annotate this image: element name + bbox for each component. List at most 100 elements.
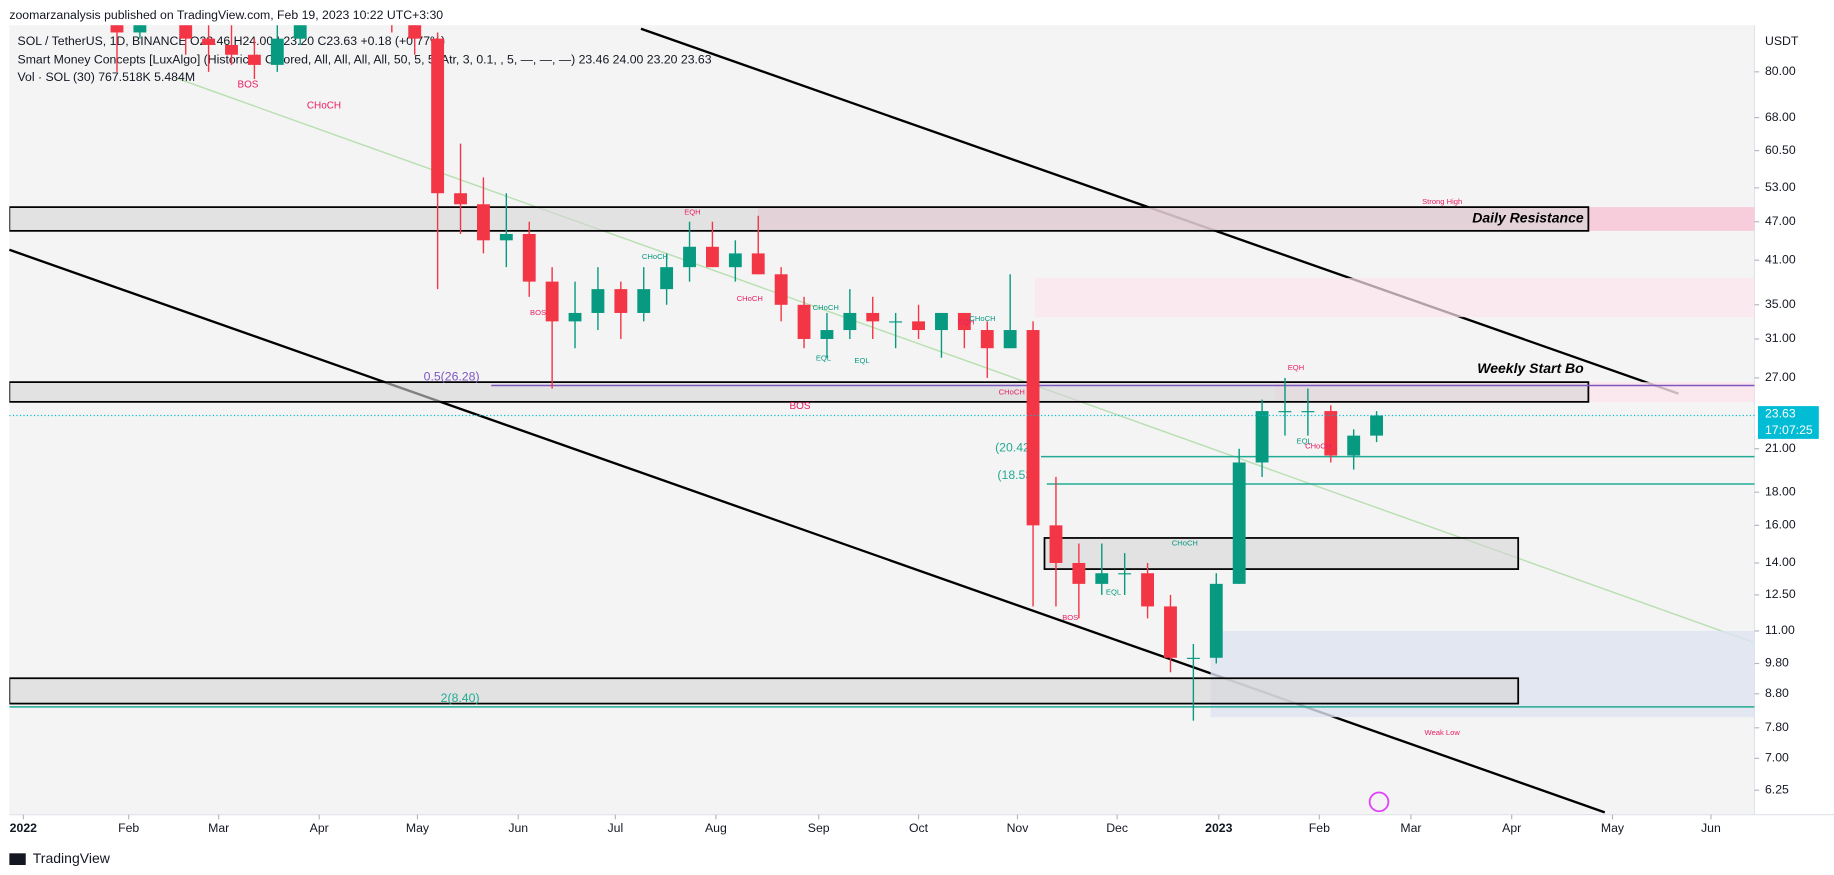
smc-label: EQH: [684, 207, 700, 216]
zone-label: Daily Resistance: [1472, 210, 1584, 226]
last-price-label: 23.63: [1765, 407, 1796, 421]
candle-body: [637, 289, 651, 313]
candle-body: [935, 312, 948, 331]
currency-label: USDT: [1765, 34, 1799, 48]
zone: [9, 677, 1520, 705]
y-tick-label: 16.00: [1765, 518, 1796, 532]
candle-body: [1141, 573, 1155, 607]
flash-icon: [1368, 791, 1390, 813]
x-tick-label: Sep: [808, 821, 830, 835]
candle-body: [133, 25, 147, 33]
smc-label: EQL: [854, 356, 869, 365]
smc-label: EQH: [958, 317, 974, 326]
smc-label: EQL: [816, 354, 831, 363]
x-tick-label: Oct: [909, 821, 929, 835]
candle-body: [1164, 606, 1177, 658]
y-tick-label: 35.00: [1765, 297, 1796, 311]
y-tick-label: 11.00: [1765, 623, 1795, 637]
candle-body: [980, 330, 994, 349]
smc-label: CHoCH: [642, 252, 668, 261]
candle-body: [225, 44, 238, 55]
smc-label: CHoCH: [737, 294, 763, 303]
y-tick-label: 27.00: [1765, 370, 1796, 384]
candle-body: [1347, 435, 1361, 456]
y-tick-label: 41.00: [1765, 252, 1796, 266]
y-tick-label: 6.25: [1765, 782, 1789, 796]
smc-label: CHoCH: [1305, 441, 1331, 450]
x-tick-label: Apr: [1502, 821, 1521, 835]
logo: [9, 853, 26, 866]
x-tick-label: Dec: [1106, 821, 1128, 835]
candle-body: [408, 25, 422, 39]
candle-body: [774, 274, 788, 305]
candle-body: [293, 25, 307, 39]
candle-body: [1301, 411, 1315, 413]
legend-line: Vol · SOL (30) 767.518K 5.484M: [18, 70, 196, 84]
candle-body: [957, 312, 971, 331]
zone-extension: [1035, 277, 1755, 318]
publisher: zoomarzanalysis published on TradingView…: [9, 8, 443, 22]
candle-body: [1003, 330, 1017, 349]
candle-body: [1118, 573, 1132, 575]
candle-body: [797, 304, 811, 339]
smc-label: Strong High: [1422, 197, 1462, 206]
y-tick-label: 53.00: [1765, 180, 1796, 194]
smc-label: CHoCH: [813, 303, 839, 312]
x-tick-label: Mar: [1400, 821, 1421, 835]
candle-body: [1232, 462, 1246, 584]
smc-label: CHoCH: [1172, 538, 1198, 547]
candle-body: [1049, 525, 1063, 563]
last-price-badge: [1757, 406, 1819, 439]
channel-line: [8, 248, 1606, 814]
candle-body: [728, 253, 742, 268]
candle-body: [568, 312, 582, 322]
y-tick-label: 7.00: [1765, 751, 1789, 765]
level-label: 2(8.40): [441, 691, 480, 705]
smc-label: CHoCH: [969, 314, 995, 323]
level-label: 0.5(26.28): [424, 370, 480, 384]
candle-body: [889, 321, 903, 323]
candle-body: [591, 289, 605, 313]
candle-body: [1186, 657, 1200, 659]
level-label: (18.53): [997, 468, 1036, 482]
smc-label: BOS: [530, 308, 546, 317]
candle-body: [1370, 415, 1384, 436]
candle-body: [820, 330, 834, 339]
smc-label: BOS: [790, 401, 811, 412]
x-tick-label: May: [406, 821, 430, 835]
y-tick-label: 12.50: [1765, 587, 1796, 601]
footer-brand: TradingView: [33, 850, 111, 866]
y-tick-label: 14.00: [1765, 555, 1796, 569]
candle-body: [270, 38, 284, 65]
smc-label: Weak Low: [1425, 728, 1461, 737]
candle-body: [202, 38, 216, 45]
x-tick-label: Apr: [310, 821, 329, 835]
candle-body: [179, 25, 193, 39]
candle-body: [1255, 411, 1269, 463]
legend-line: Smart Money Concepts [LuxAlgo] (Historic…: [18, 53, 712, 67]
x-tick-label: Jun: [508, 821, 528, 835]
candle-body: [522, 233, 536, 282]
candle-body: [751, 253, 765, 275]
countdown-label: 17:07:25: [1765, 423, 1813, 437]
smc-label: EQL: [1297, 437, 1312, 446]
smc-label: CHoCH: [999, 387, 1025, 396]
candle-body: [1324, 411, 1338, 456]
y-tick-label: 9.80: [1765, 656, 1789, 670]
candle-body: [110, 25, 124, 33]
x-tick-label: Aug: [705, 821, 727, 835]
x-tick-label: Jul: [607, 821, 623, 835]
candle-body: [843, 312, 857, 331]
y-tick-label: 21.00: [1765, 441, 1796, 455]
y-tick-label: 60.50: [1765, 143, 1796, 157]
smc-label: EQH: [1288, 363, 1304, 372]
x-tick-label: Nov: [1007, 821, 1030, 835]
candle-body: [660, 267, 674, 290]
candle-body: [1095, 573, 1109, 584]
smc-label: CHoCH: [307, 101, 341, 112]
x-tick-label: May: [1601, 821, 1625, 835]
x-tick-label: 2023: [1205, 821, 1232, 835]
plot: Daily Resistance Weekly Start Bo 0.5(26.28…: [9, 25, 1755, 737]
level-label: (20.42): [995, 441, 1034, 455]
